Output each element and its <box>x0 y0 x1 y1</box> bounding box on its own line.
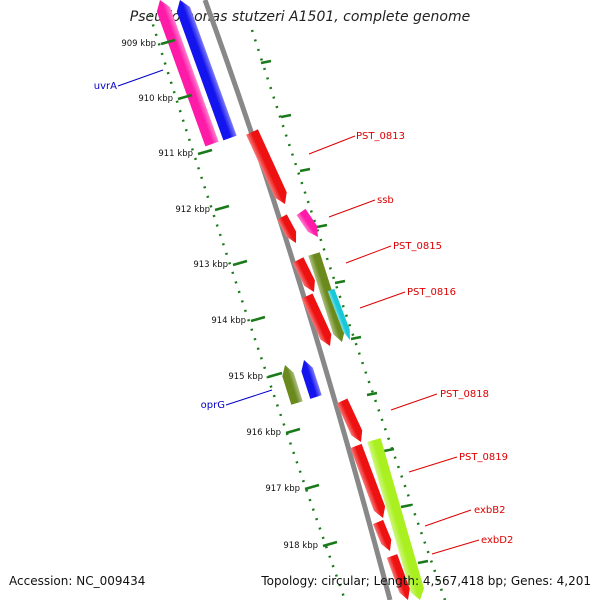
gene-arrow-exbD2 <box>386 554 410 600</box>
gene-arrow-uvrA_a <box>156 0 219 147</box>
gene-label-exbD2: exbD2 <box>481 535 513 546</box>
scale-tick-label: 909 kbp <box>121 39 156 49</box>
scale-tick-label: 916 kbp <box>246 428 281 438</box>
scale-tick <box>285 427 301 435</box>
gene-arrow-ssb_a <box>277 214 297 243</box>
gene-arrow-lime <box>367 438 424 600</box>
backbone-line <box>202 0 393 600</box>
scale-tick <box>214 204 230 212</box>
outer-major-tick <box>260 59 272 65</box>
gene-label-PST_0815: PST_0815 <box>393 241 442 252</box>
scale-tick <box>160 38 176 46</box>
scale-tick <box>177 93 193 101</box>
outer-scale-track <box>250 29 447 600</box>
scale-tick-label: 910 kbp <box>138 94 173 104</box>
scale-tick-label: 918 kbp <box>283 541 318 551</box>
scale-tick <box>197 148 213 156</box>
label-leader-line <box>225 389 273 406</box>
gene-arrow-cyan <box>327 288 350 340</box>
scale-tick-label: 911 kbp <box>158 149 193 159</box>
accession-text: Accession: NC_009434 <box>9 574 146 588</box>
gene-arrow-PST_0813 <box>246 129 287 204</box>
genome-backbone <box>202 0 393 600</box>
gene-features <box>156 0 424 600</box>
gene-arrow-PST_0816 <box>301 293 332 346</box>
label-leader-line <box>390 393 438 411</box>
gene-label-ssb: ssb <box>377 195 394 206</box>
scale-tick-label: 917 kbp <box>265 484 300 494</box>
scale-tick <box>232 259 248 267</box>
gene-arrow-PST_0819 <box>350 443 386 518</box>
gene-arrow-PST_0815 <box>292 257 315 292</box>
genome-summary: Topology: circular; Length: 4,567,418 bp… <box>261 574 591 588</box>
label-leader-line <box>117 69 164 87</box>
scale-tick-label: 912 kbp <box>175 205 210 215</box>
gene-arrow-exbB2 <box>372 519 392 551</box>
scale-tick <box>304 483 320 491</box>
scale-tick-label: 913 kbp <box>193 260 228 270</box>
scale-tracks <box>148 14 447 600</box>
scale-tick <box>250 315 266 323</box>
label-leader-line <box>359 291 406 309</box>
label-leader-line <box>424 509 472 527</box>
label-leader-line <box>345 245 392 264</box>
outer-major-tick <box>334 279 346 285</box>
gene-label-PST_0813: PST_0813 <box>356 131 405 142</box>
outer-major-tick <box>383 447 395 453</box>
outer-major-tick <box>366 391 378 397</box>
gene-label-uvrA: uvrA <box>94 81 117 92</box>
outer-major-tick <box>417 559 429 565</box>
outer-major-tick <box>299 167 311 173</box>
gene-label-PST_0819: PST_0819 <box>459 452 508 463</box>
label-leader-line <box>408 456 458 473</box>
outer-major-tick <box>350 335 362 341</box>
label-leader-line <box>431 539 480 555</box>
gene-arrow-olive <box>308 252 345 342</box>
outer-major-tick <box>316 223 328 229</box>
gene-arrow-oprG_a <box>282 365 303 405</box>
gene-arrow-oprG_b <box>301 360 322 399</box>
gene-label-PST_0818: PST_0818 <box>440 389 489 400</box>
gene-label-exbB2: exbB2 <box>474 505 505 516</box>
outer-major-tick <box>280 113 292 119</box>
scale-ticks: 909 kbp 910 kbp 911 kbp 912 kbp 913 kbp 914 k… <box>121 38 338 551</box>
outer-major-tick <box>400 503 412 509</box>
scale-tick <box>322 540 338 548</box>
scale-tick-label: 915 kbp <box>228 372 263 382</box>
gene-label-PST_0816: PST_0816 <box>407 287 456 298</box>
scale-tick-label: 914 kbp <box>211 316 246 326</box>
label-leader-line <box>328 199 376 218</box>
scale-tick <box>267 371 283 379</box>
gene-arrow-ssb_b <box>296 208 318 237</box>
gene-arrow-uvrA_b <box>176 0 237 141</box>
gene-label-oprG: oprG <box>201 400 225 411</box>
label-leader-line <box>308 135 356 155</box>
gene-arrow-PST_0818 <box>336 398 363 442</box>
